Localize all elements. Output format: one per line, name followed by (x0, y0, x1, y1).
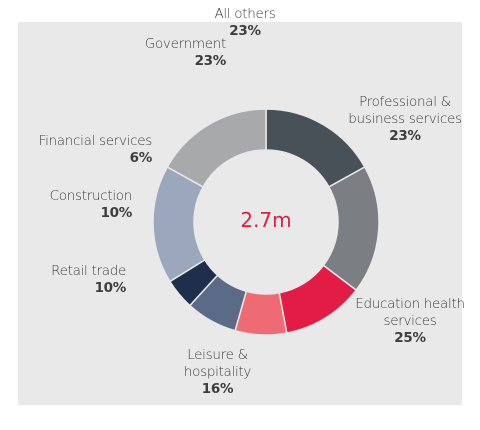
slice-label: Retail trade 10% (20, 263, 126, 297)
slice-label: All others 23% (195, 6, 295, 40)
value-label: 23% (389, 128, 421, 144)
category-name: Education health services (355, 296, 465, 329)
panel (18, 22, 462, 405)
value-label: 10% (94, 280, 127, 296)
slice-label: Leisure & hospitality 16% (170, 347, 265, 398)
slice-label: Construction 10% (20, 188, 133, 222)
slice-label: Professional & business services 23% (335, 94, 475, 145)
category-name: Professional & business services (348, 94, 462, 127)
value-label: 23% (194, 53, 227, 69)
slice-label: Education health services 25% (335, 296, 480, 347)
value-label: 25% (394, 330, 426, 346)
category-name: Construction (49, 188, 133, 204)
slice-label: Financial services 6% (20, 133, 153, 167)
category-name: All others (214, 6, 276, 22)
center-label: 2.7m (240, 208, 292, 232)
category-name: Financial services (38, 133, 153, 149)
value-label: 6% (129, 150, 153, 166)
category-name: Leisure & hospitality (183, 347, 252, 380)
value-label: 16% (201, 381, 234, 397)
category-name: Retail trade (51, 263, 126, 279)
slice-label: Government 23% (110, 36, 227, 70)
category-name: Government (144, 36, 227, 52)
value-label: 10% (100, 205, 133, 221)
donut-slice (166, 108, 267, 188)
value-label: 23% (229, 23, 261, 39)
